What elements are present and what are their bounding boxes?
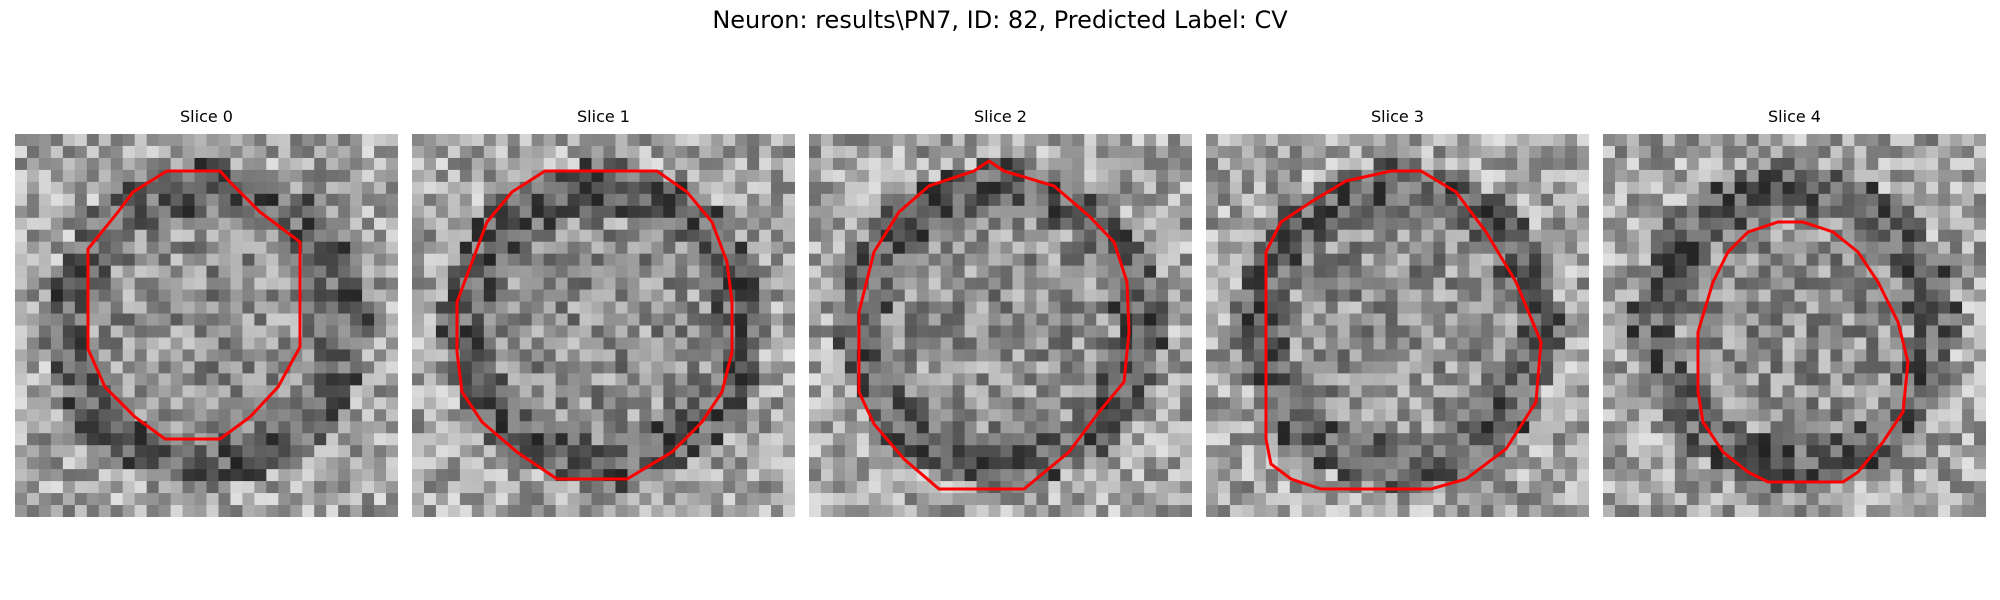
pixel-grid (1206, 134, 1589, 517)
segmentation-outline (1696, 220, 1910, 484)
segmentation-outline (1264, 169, 1543, 491)
slice-image-1 (412, 134, 795, 517)
segmentation-outline (857, 159, 1131, 491)
slice-title: Slice 3 (1371, 107, 1424, 126)
slice-title: Slice 1 (577, 107, 630, 126)
slice-panel-2: Slice 2 (809, 107, 1192, 519)
figure-title: Neuron: results\PN7, ID: 82, Predicted L… (712, 6, 1288, 34)
pixel-grid (15, 134, 398, 517)
slice-title: Slice 4 (1768, 107, 1821, 126)
slice-image-4 (1603, 134, 1986, 517)
pixel-grid (809, 134, 1192, 517)
slice-image-0 (15, 134, 398, 517)
slice-image-3 (1206, 134, 1589, 517)
pixel-grid (1603, 134, 1986, 517)
slice-panel-0: Slice 0 (15, 107, 398, 519)
slice-panel-1: Slice 1 (412, 107, 795, 519)
segmentation-outline (86, 169, 302, 441)
slice-title: Slice 2 (974, 107, 1027, 126)
slice-image-2 (809, 134, 1192, 517)
pixel-grid (412, 134, 795, 517)
slice-title: Slice 0 (180, 107, 233, 126)
segmentation-outline (455, 169, 734, 481)
slice-panel-4: Slice 4 (1603, 107, 1986, 519)
slice-panel-3: Slice 3 (1206, 107, 1589, 519)
